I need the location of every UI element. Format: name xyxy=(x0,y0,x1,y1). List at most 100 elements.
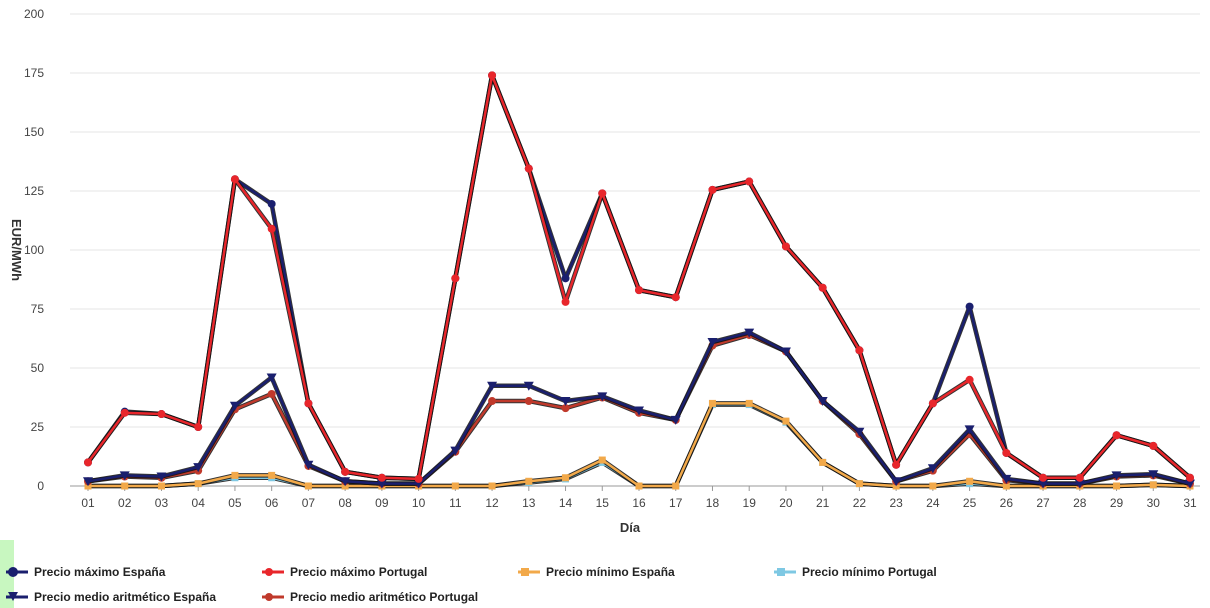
data-point xyxy=(1113,482,1121,490)
legend-item-precio-maximo-portugal[interactable]: Precio máximo Portugal xyxy=(262,564,427,580)
data-point xyxy=(488,482,496,490)
data-point xyxy=(193,463,204,473)
data-point xyxy=(340,477,351,487)
x-tick-label: 02 xyxy=(118,496,132,510)
legend-item-precio-maximo-espana[interactable]: Precio máximo España xyxy=(6,564,165,580)
x-tick-label: 07 xyxy=(302,496,316,510)
data-point xyxy=(671,293,680,302)
data-point xyxy=(451,274,460,283)
legend-label: Precio medio aritmético España xyxy=(34,590,217,604)
x-tick-label: 17 xyxy=(669,496,683,510)
data-point xyxy=(1149,481,1157,489)
data-point xyxy=(745,177,754,186)
data-point xyxy=(304,399,313,408)
x-tick-label: 16 xyxy=(632,496,646,510)
data-point xyxy=(414,474,423,483)
x-tick-label: 30 xyxy=(1147,496,1161,510)
data-point xyxy=(267,224,276,233)
x-tick-label: 08 xyxy=(338,496,352,510)
legend-marker-precio-minimo-portugal xyxy=(774,568,796,576)
data-point xyxy=(83,477,93,487)
data-point xyxy=(1112,431,1121,440)
data-point xyxy=(266,373,277,383)
series-2 xyxy=(84,399,1194,490)
data-point xyxy=(451,482,459,490)
data-point xyxy=(560,397,571,407)
data-point xyxy=(598,456,606,464)
x-tick-label: 09 xyxy=(375,496,389,510)
x-tick-label: 23 xyxy=(889,496,903,510)
data-point xyxy=(156,472,167,482)
legend-item-precio-medio-portugal[interactable]: Precio medio aritmético Portugal xyxy=(262,589,478,605)
data-point xyxy=(635,482,643,490)
data-point xyxy=(929,482,937,490)
data-point xyxy=(488,397,497,406)
y-tick-label: 25 xyxy=(31,420,45,434)
series-0 xyxy=(84,71,1194,483)
y-tick-label: 50 xyxy=(31,361,45,375)
x-tick-label: 06 xyxy=(265,496,279,510)
grid-lines xyxy=(70,13,1200,428)
y-tick-label: 0 xyxy=(37,479,44,493)
data-point xyxy=(1111,471,1122,481)
series-line xyxy=(86,74,1191,481)
data-point xyxy=(670,415,681,425)
series-1 xyxy=(84,71,1194,483)
data-point xyxy=(781,242,790,251)
x-tick-label: 10 xyxy=(412,496,426,510)
x-tick-label: 31 xyxy=(1183,496,1197,510)
y-axis-title: EUR/MWh xyxy=(9,219,24,281)
data-point xyxy=(157,410,166,419)
data-point xyxy=(672,482,680,490)
y-axis-ticks: 0 25 50 75 100 125 150 175 200 xyxy=(24,7,44,493)
data-point xyxy=(892,460,901,469)
x-tick-label: 15 xyxy=(596,496,610,510)
series-group xyxy=(83,71,1195,490)
data-point xyxy=(561,274,570,283)
data-point xyxy=(780,347,791,357)
x-tick-label: 26 xyxy=(1000,496,1014,510)
data-point xyxy=(267,199,276,208)
data-point xyxy=(524,164,533,173)
data-point xyxy=(855,346,864,355)
data-point xyxy=(708,185,717,194)
y-tick-label: 200 xyxy=(24,7,44,21)
data-point xyxy=(965,302,974,311)
data-point xyxy=(1038,479,1049,489)
data-point xyxy=(84,458,92,467)
x-tick-label: 04 xyxy=(192,496,206,510)
series-line-shadow xyxy=(86,73,1192,482)
data-point xyxy=(744,328,755,338)
data-point xyxy=(523,381,534,391)
x-tick-label: 01 xyxy=(81,496,95,510)
data-point xyxy=(230,175,239,184)
data-point xyxy=(927,464,938,474)
legend-label: Precio medio aritmético Portugal xyxy=(290,590,479,604)
data-point xyxy=(562,474,570,482)
data-point xyxy=(707,338,718,348)
data-point xyxy=(487,381,498,391)
y-tick-label: 75 xyxy=(31,302,45,316)
data-point xyxy=(745,399,753,407)
data-point xyxy=(304,482,312,490)
data-point xyxy=(818,283,827,292)
legend-marker-precio-maximo-portugal xyxy=(262,568,284,576)
x-tick-label: 28 xyxy=(1073,496,1087,510)
data-point xyxy=(194,480,202,488)
data-point xyxy=(1039,473,1048,482)
data-point xyxy=(524,397,533,406)
series-line xyxy=(86,74,1191,481)
legend-item-precio-minimo-portugal[interactable]: Precio mínimo Portugal xyxy=(774,564,937,580)
data-point xyxy=(1149,441,1158,450)
data-point xyxy=(376,479,387,489)
x-tick-label: 25 xyxy=(963,496,977,510)
y-tick-label: 100 xyxy=(24,243,44,257)
x-tick-label: 14 xyxy=(559,496,573,510)
x-tick-label: 13 xyxy=(522,496,536,510)
legend-item-precio-medio-espana[interactable]: Precio medio aritmético España xyxy=(6,589,216,605)
data-point xyxy=(891,477,902,487)
data-point xyxy=(634,406,644,416)
y-tick-label: 125 xyxy=(24,184,44,198)
x-tick-label: 24 xyxy=(926,496,940,510)
legend-item-precio-minimo-espana[interactable]: Precio mínimo España xyxy=(518,564,675,580)
